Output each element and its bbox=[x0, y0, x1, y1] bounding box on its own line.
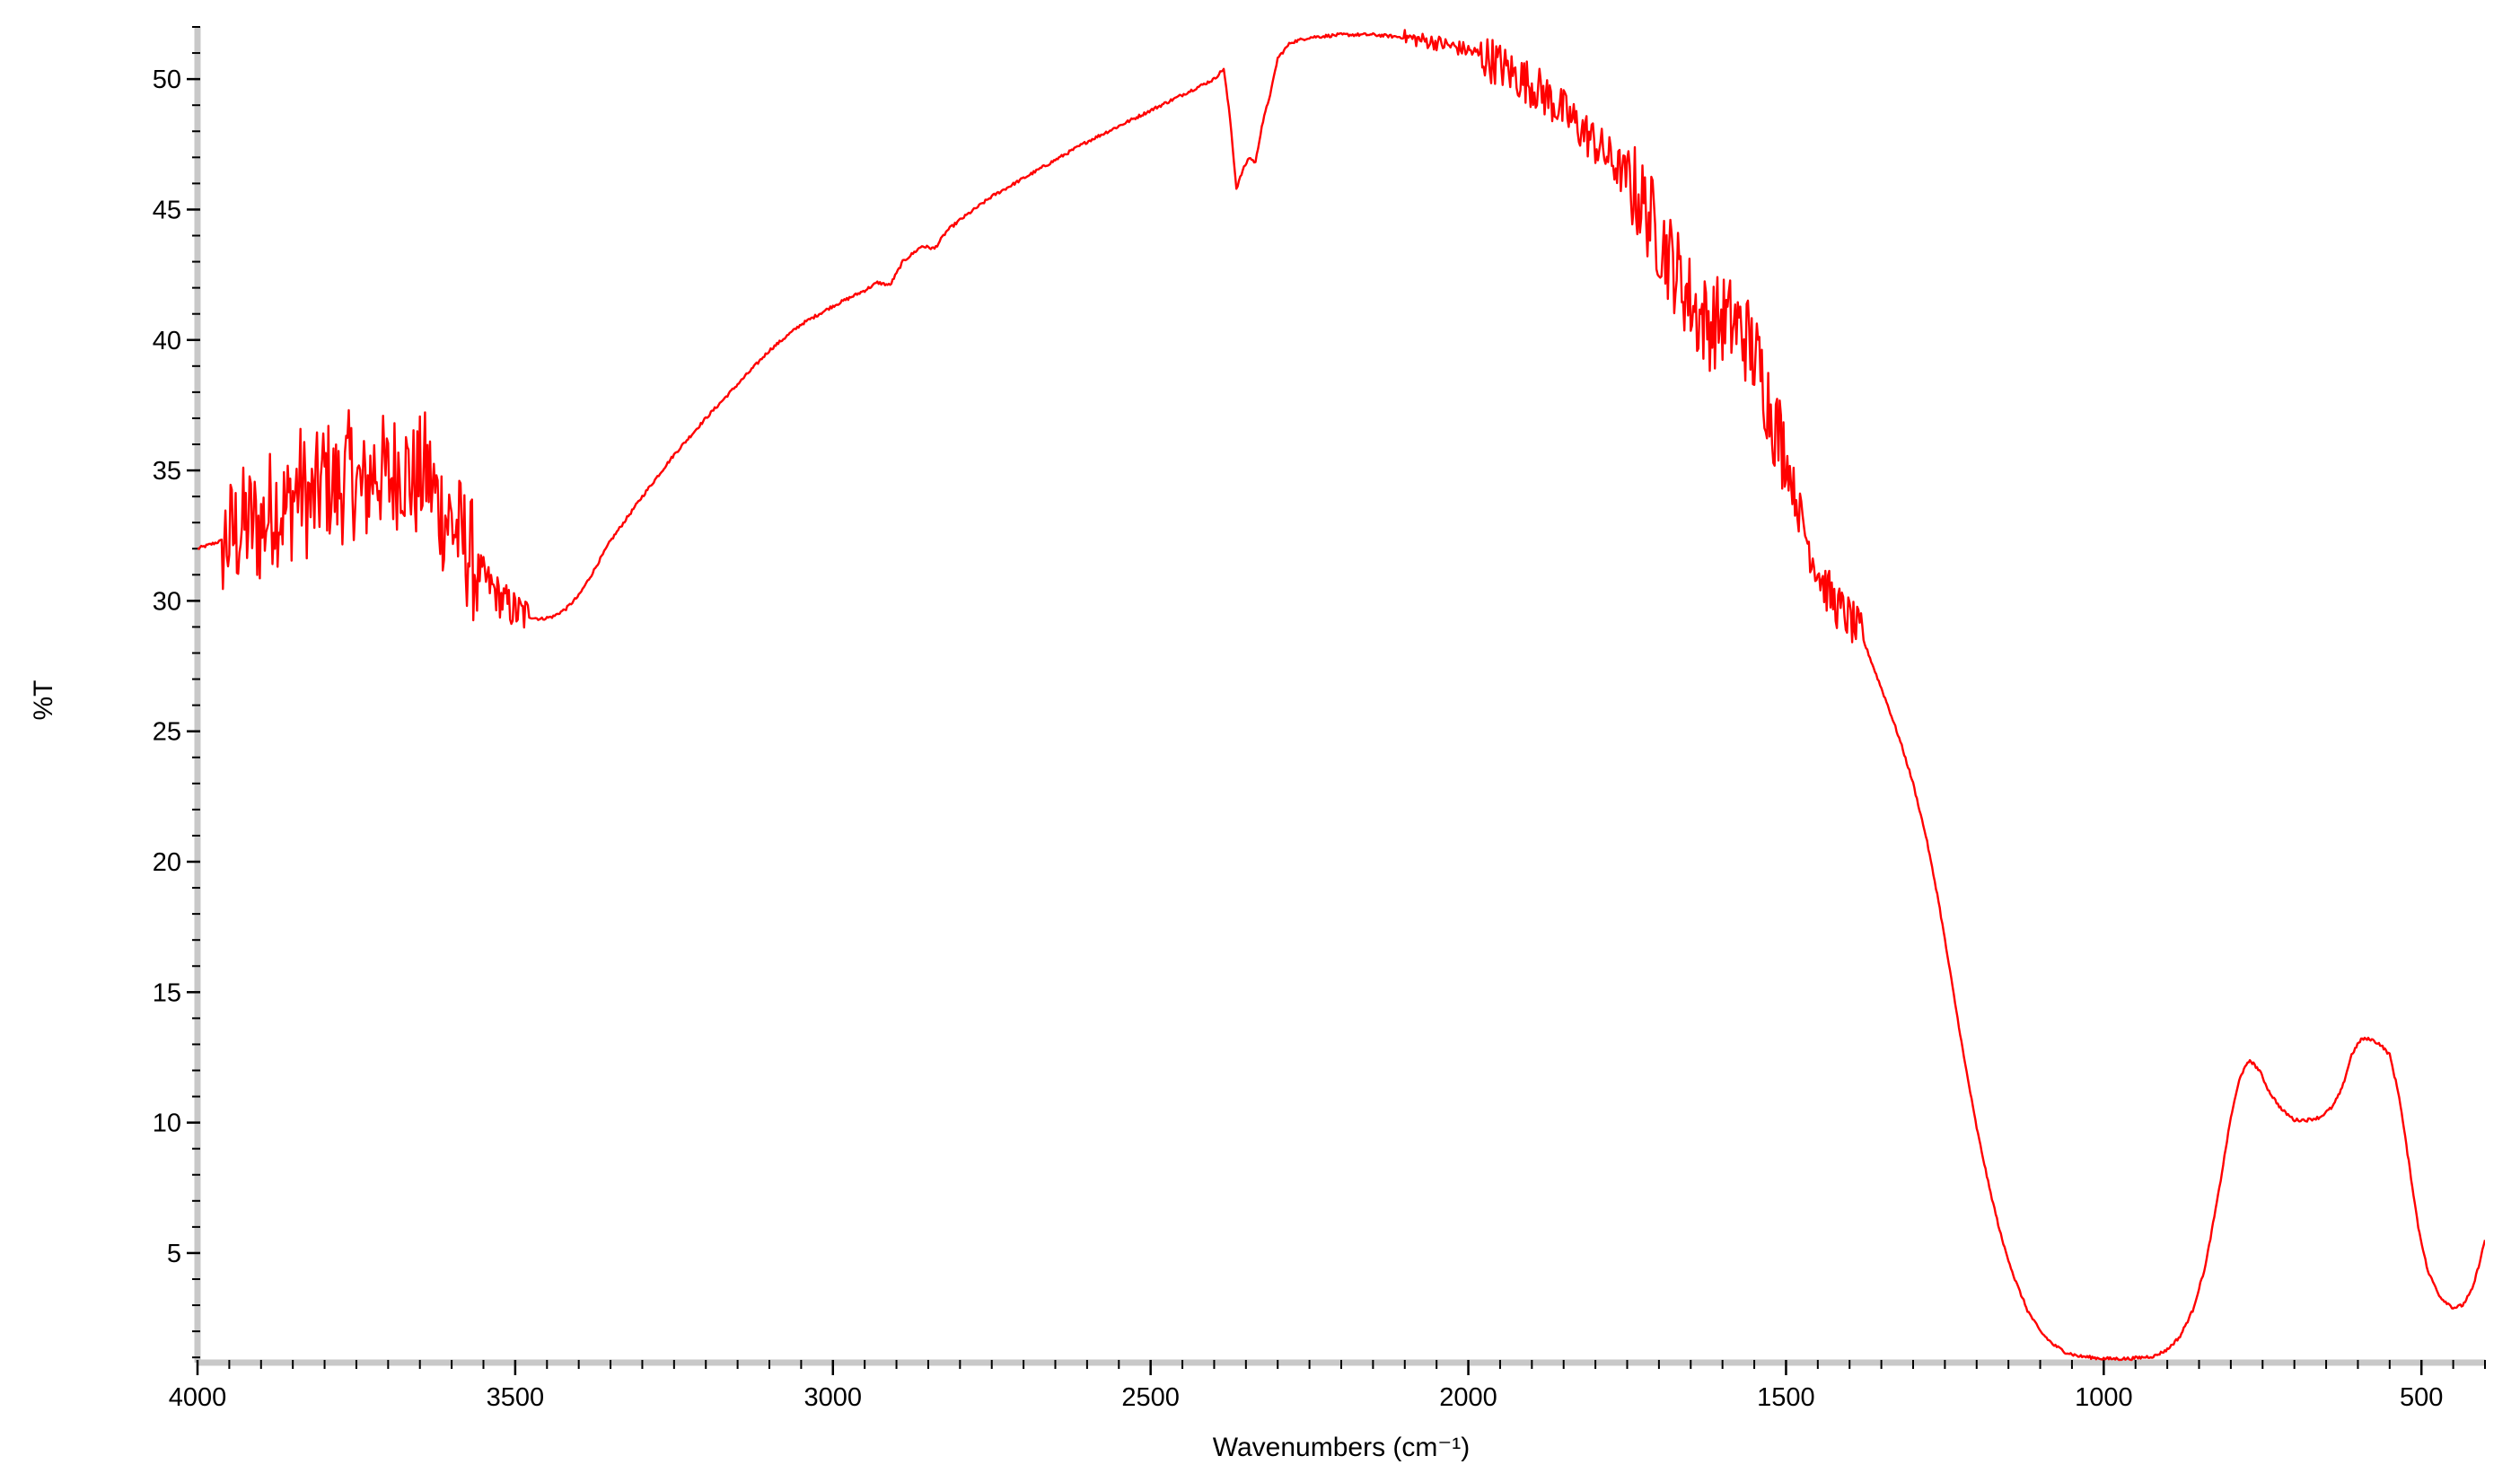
x-axis-title: Wavenumbers (cm⁻¹) bbox=[1213, 1433, 1470, 1462]
x-tick-label: 1500 bbox=[1757, 1383, 1815, 1412]
x-tick-label: 500 bbox=[2400, 1383, 2443, 1412]
y-tick-label: 25 bbox=[153, 718, 181, 747]
y-tick-label: 20 bbox=[153, 848, 181, 877]
y-tick-label: 35 bbox=[153, 457, 181, 486]
x-tick-label: 1000 bbox=[2075, 1383, 2133, 1412]
x-tick-label: 3000 bbox=[804, 1383, 863, 1412]
x-axis: 4000 3500 3000 2500 2000 1500 1000 500 bbox=[169, 1359, 2486, 1412]
y-tick-label: 30 bbox=[153, 587, 181, 616]
y-tick-label: 10 bbox=[153, 1109, 181, 1138]
y-tick-label: 45 bbox=[153, 196, 181, 224]
y-axis-title: %T bbox=[29, 680, 58, 721]
x-tick-label: 2500 bbox=[1121, 1383, 1180, 1412]
y-tick-label: 5 bbox=[167, 1240, 181, 1268]
y-tick-label: 40 bbox=[153, 327, 181, 355]
x-tick-label: 4000 bbox=[169, 1383, 227, 1412]
y-tick-label: 50 bbox=[153, 66, 181, 94]
y-tick-label: 15 bbox=[153, 978, 181, 1007]
series-layer bbox=[198, 29, 2485, 1362]
series-line bbox=[198, 29, 2485, 1362]
y-axis: 5 10 15 20 25 30 35 40 45 50 bbox=[153, 26, 201, 1363]
x-tick-label: 2000 bbox=[1439, 1383, 1497, 1412]
x-tick-label: 3500 bbox=[487, 1383, 545, 1412]
